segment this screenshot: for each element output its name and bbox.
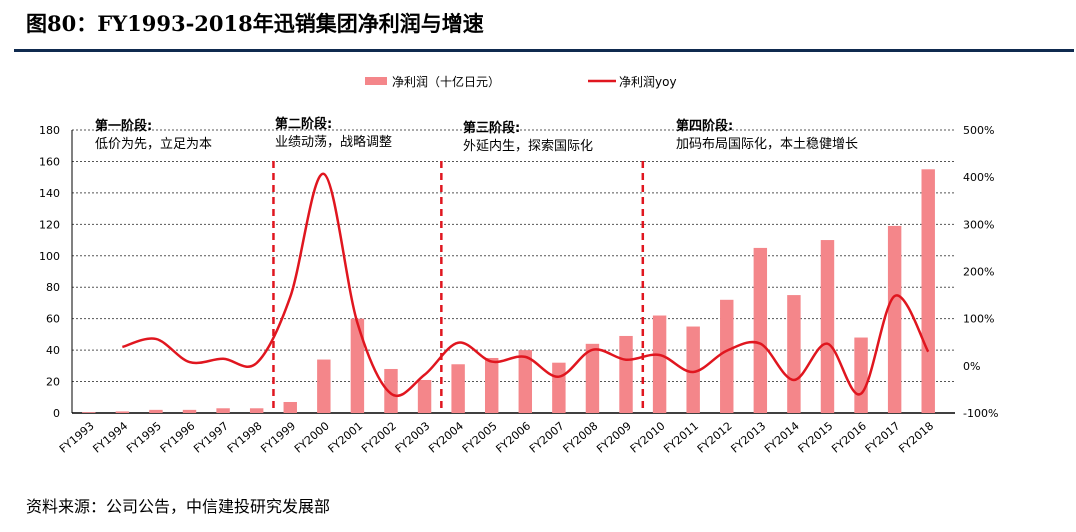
title-rule <box>14 49 1074 52</box>
phase-title: 第四阶段: <box>676 118 733 134</box>
x-tick-label: FY2018 <box>896 419 936 455</box>
x-tick-label: FY2007 <box>527 419 567 455</box>
bar-FY2001 <box>350 318 365 413</box>
x-tick-label: FY1994 <box>90 419 130 455</box>
x-tick-label: FY2012 <box>695 419 735 455</box>
legend-bar-swatch <box>365 77 387 85</box>
bar-FY1994 <box>115 411 130 413</box>
y-left-tick-label: 20 <box>46 376 60 389</box>
bar-FY2004 <box>451 364 465 413</box>
x-tick-label: FY2010 <box>628 419 668 455</box>
y-left-tick-label: 100 <box>39 250 60 263</box>
x-tick-label: FY2003 <box>393 419 433 455</box>
phase-title: 第二阶段: <box>275 116 332 132</box>
bar-FY1998 <box>249 408 264 413</box>
y-right-tick-label: 0% <box>963 360 980 373</box>
x-tick-label: FY2004 <box>426 419 466 455</box>
bar-FY2011 <box>686 326 700 413</box>
bar-FY1993 <box>82 412 96 413</box>
figure-title: 图80：FY1993-2018年迅销集团净利润与增速 <box>26 11 484 36</box>
x-tick-label: FY1995 <box>124 419 164 455</box>
y-left-tick-label: 180 <box>39 124 60 137</box>
x-tick-label: FY1998 <box>225 419 265 455</box>
x-tick-label: FY2006 <box>493 419 533 455</box>
legend-bar-label: 净利润（十亿日元） <box>392 74 500 89</box>
phase-description: 外延内生，探索国际化 <box>463 138 593 154</box>
bar-FY2007 <box>552 362 566 413</box>
bar-FY2010 <box>652 315 667 413</box>
x-tick-label: FY2005 <box>460 419 500 455</box>
x-tick-label: FY2009 <box>594 419 634 455</box>
y-left-tick-label: 0 <box>53 407 60 420</box>
phase-description: 加码布局国际化，本土稳健增长 <box>676 136 858 152</box>
x-tick-label: FY2011 <box>661 419 701 455</box>
bar-FY2017 <box>887 225 902 413</box>
bar-FY2000 <box>317 359 331 413</box>
bar-FY2018 <box>921 169 935 413</box>
y-right-tick-label: 200% <box>963 266 994 279</box>
bar-FY2014 <box>787 295 801 413</box>
bar-FY2006 <box>518 350 533 413</box>
phase-description: 低价为先，立足为本 <box>95 137 212 152</box>
x-tick-label: FY2000 <box>292 419 332 455</box>
x-tick-label: FY2015 <box>796 419 836 455</box>
y-left-tick-label: 60 <box>46 313 60 326</box>
bar-FY1999 <box>283 401 297 413</box>
y-right-tick-label: 100% <box>963 313 994 326</box>
y-left-tick-label: 80 <box>46 281 60 294</box>
x-tick-label: FY1997 <box>191 419 231 455</box>
bar-FY2003 <box>417 379 432 413</box>
bar-FY1996 <box>182 409 197 413</box>
phase-title: 第一阶段: <box>95 118 152 134</box>
x-tick-label: FY2014 <box>762 419 802 455</box>
x-tick-label: FY2016 <box>829 419 869 455</box>
bar-FY2008 <box>585 343 600 413</box>
phase-title: 第三阶段: <box>463 120 520 136</box>
x-tick-label: FY2017 <box>863 419 903 455</box>
y-right-tick-label: 300% <box>963 218 994 231</box>
x-tick-label: FY2002 <box>359 419 399 455</box>
yoy-line <box>121 172 930 397</box>
bar-FY2013 <box>753 247 768 413</box>
y-left-tick-label: 120 <box>39 218 60 231</box>
phase-description: 业绩动荡，战略调整 <box>275 134 392 150</box>
bar-FY2015 <box>820 240 835 413</box>
bar-FY2009 <box>619 335 633 413</box>
legend-line-label: 净利润yoy <box>619 75 677 89</box>
x-tick-label: FY2013 <box>728 419 768 455</box>
bar-FY1995 <box>149 409 163 413</box>
x-tick-label: FY1993 <box>57 419 97 455</box>
bar-FY1997 <box>216 408 230 413</box>
x-tick-label: FY1999 <box>258 419 298 455</box>
source-note: 资料来源：公司公告，中信建投研究发展部 <box>26 497 331 516</box>
bar-FY2005 <box>484 357 499 413</box>
x-tick-label: FY2001 <box>326 419 366 455</box>
y-left-tick-label: 160 <box>39 155 60 168</box>
bar-FY2002 <box>384 368 398 413</box>
y-left-tick-label: 40 <box>46 344 60 357</box>
y-left-tick-label: 140 <box>39 187 60 200</box>
x-tick-label: FY1996 <box>158 419 198 455</box>
bar-FY2016 <box>854 337 868 413</box>
x-tick-label: FY2008 <box>561 419 601 455</box>
bar-FY2012 <box>720 299 734 413</box>
y-right-tick-label: 400% <box>963 171 994 184</box>
y-right-tick-label: -100% <box>963 407 998 420</box>
y-right-tick-label: 500% <box>963 124 994 137</box>
